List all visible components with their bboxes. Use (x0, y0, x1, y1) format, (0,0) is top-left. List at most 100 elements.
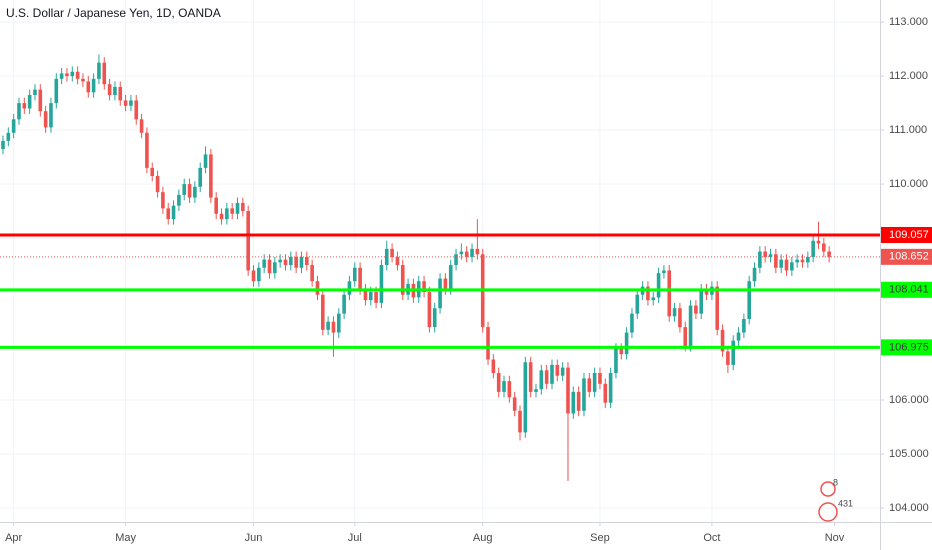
candle-body (315, 281, 320, 295)
candle-body (827, 251, 831, 257)
level-label: 108.041 (889, 284, 929, 296)
candle-body (257, 267, 261, 282)
candle-body (368, 292, 373, 301)
candle-body (145, 132, 149, 168)
x-tick-label: May (115, 532, 136, 544)
candle-body (651, 297, 656, 301)
candle-body (539, 370, 544, 390)
candle-body (630, 313, 634, 333)
candle-body (70, 71, 75, 77)
candle-body (49, 103, 53, 128)
candle-body (555, 364, 560, 376)
badge: 8 431 (818, 477, 853, 522)
candle-body (475, 248, 480, 255)
candle-body (321, 294, 325, 330)
candle-body (566, 367, 570, 414)
candle-body (38, 89, 43, 112)
candle-body (422, 281, 426, 293)
candle-body (139, 119, 144, 133)
candle-body (86, 81, 91, 93)
candle-body (27, 95, 32, 109)
candle-body (310, 265, 314, 282)
candle-body (102, 62, 107, 85)
candle-body (528, 362, 533, 392)
candle-body (720, 329, 725, 352)
candle-body (352, 267, 357, 282)
candle-body (251, 270, 256, 282)
x-tick-label: Apr (5, 532, 22, 544)
candle-body (699, 289, 704, 314)
candle-body (219, 213, 224, 220)
candle-body (768, 254, 773, 257)
candle-body (731, 340, 736, 365)
candle-body (331, 321, 336, 333)
candle-body (571, 391, 576, 414)
y-tick-label: 104.000 (889, 502, 929, 514)
candle-body (667, 270, 672, 317)
candle-body (22, 103, 27, 109)
candle-body (550, 364, 554, 384)
candle-body (390, 248, 394, 257)
x-tick-label: Jul (348, 532, 362, 544)
candle-body (395, 256, 400, 266)
candle-body (400, 265, 405, 295)
candle-body (560, 367, 565, 376)
candle-body (278, 259, 282, 263)
badge-icon (818, 502, 838, 522)
candle-body (118, 86, 123, 101)
candle-body (779, 259, 783, 268)
candle-body (336, 313, 341, 333)
y-tick-label: 113.000 (889, 16, 928, 28)
candle-body (379, 265, 384, 303)
candle-body (688, 305, 693, 347)
candle-body (246, 211, 250, 271)
candle-body (582, 378, 586, 411)
candle-body (65, 73, 69, 77)
candle-body (54, 78, 59, 104)
candle-body (134, 100, 139, 120)
candle-body (795, 259, 799, 263)
candle-body (747, 281, 751, 320)
candle-body (374, 292, 378, 303)
candle-body (155, 175, 160, 193)
candle-body (752, 267, 757, 282)
candle-body (97, 62, 101, 79)
candle-body (438, 278, 442, 309)
candle-body (358, 267, 362, 290)
candle-body (507, 381, 512, 398)
x-tick-label: Nov (825, 532, 845, 544)
candle-body (464, 251, 469, 257)
candle-body (347, 281, 352, 295)
candle-body (59, 73, 64, 79)
candle-body (305, 256, 309, 266)
candle-body (758, 251, 762, 268)
candle-body (262, 259, 266, 268)
candle-body (800, 259, 805, 263)
candle-body (678, 308, 682, 328)
candle-body (523, 362, 528, 433)
candle-body (230, 208, 234, 214)
level-label-box (881, 248, 932, 265)
candle-body (171, 205, 176, 220)
candle-body (470, 248, 474, 257)
candle-body (822, 243, 826, 252)
candle-body (299, 256, 304, 268)
candle-body (123, 100, 128, 106)
y-tick-label: 106.000 (889, 394, 929, 406)
candle-body (363, 289, 368, 301)
candle-body (619, 348, 624, 355)
candle-body (1, 140, 5, 149)
candle-body (166, 208, 171, 220)
candle-body (518, 410, 522, 433)
candle-body (161, 192, 165, 209)
x-tick-label: Sep (590, 532, 610, 544)
candle-body (33, 89, 37, 96)
candle-body (107, 84, 112, 96)
candle-body (811, 240, 815, 257)
candle-body (603, 383, 608, 403)
badge-comments: 8 (833, 477, 838, 487)
level-label: 108.652 (889, 251, 929, 263)
candle-body (502, 381, 506, 392)
candle-body (432, 308, 437, 328)
